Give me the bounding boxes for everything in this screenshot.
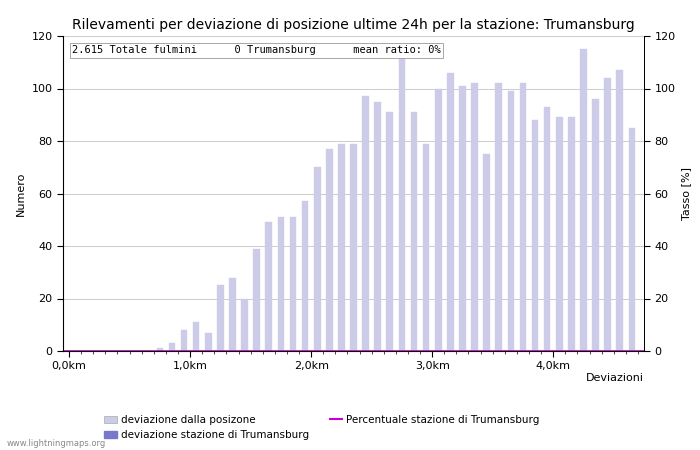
Legend: deviazione dalla posizone, deviazione stazione di Trumansburg, Percentuale stazi: deviazione dalla posizone, deviazione st… bbox=[104, 415, 540, 440]
Bar bbox=[471, 83, 478, 351]
Bar bbox=[386, 112, 393, 351]
Bar bbox=[302, 202, 309, 351]
Bar bbox=[617, 70, 623, 351]
Bar bbox=[604, 78, 611, 351]
Bar bbox=[580, 49, 587, 351]
Bar bbox=[193, 322, 200, 351]
Text: 2.615 Totale fulmini      0 Trumansburg      mean ratio: 0%: 2.615 Totale fulmini 0 Trumansburg mean … bbox=[71, 45, 440, 55]
Bar bbox=[314, 167, 321, 351]
Bar bbox=[363, 96, 369, 351]
Bar bbox=[253, 248, 260, 351]
Text: www.lightningmaps.org: www.lightningmaps.org bbox=[7, 439, 106, 448]
Bar bbox=[568, 117, 575, 351]
Bar bbox=[519, 83, 526, 351]
Bar bbox=[496, 83, 502, 351]
Text: Deviazioni: Deviazioni bbox=[586, 373, 644, 383]
Bar bbox=[592, 99, 599, 351]
Bar bbox=[229, 278, 236, 351]
Bar bbox=[157, 348, 163, 351]
Bar bbox=[277, 217, 284, 351]
Bar bbox=[483, 154, 490, 351]
Bar bbox=[447, 73, 454, 351]
Bar bbox=[411, 112, 417, 351]
Bar bbox=[508, 91, 514, 351]
Bar bbox=[265, 222, 272, 351]
Bar bbox=[435, 89, 442, 351]
Bar bbox=[423, 144, 430, 351]
Bar bbox=[398, 57, 405, 351]
Bar bbox=[556, 117, 563, 351]
Bar bbox=[629, 128, 635, 351]
Bar bbox=[241, 298, 248, 351]
Bar bbox=[326, 149, 332, 351]
Title: Rilevamenti per deviazione di posizione ultime 24h per la stazione: Trumansburg: Rilevamenti per deviazione di posizione … bbox=[72, 18, 635, 32]
Bar bbox=[338, 144, 344, 351]
Bar bbox=[217, 285, 224, 351]
Bar bbox=[169, 343, 175, 351]
Bar bbox=[181, 330, 188, 351]
Bar bbox=[374, 102, 381, 351]
Y-axis label: Tasso [%]: Tasso [%] bbox=[681, 167, 691, 220]
Bar bbox=[532, 120, 538, 351]
Y-axis label: Numero: Numero bbox=[16, 171, 26, 216]
Bar bbox=[350, 144, 357, 351]
Bar bbox=[205, 333, 211, 351]
Bar bbox=[290, 217, 296, 351]
Bar bbox=[544, 107, 550, 351]
Bar bbox=[459, 86, 466, 351]
